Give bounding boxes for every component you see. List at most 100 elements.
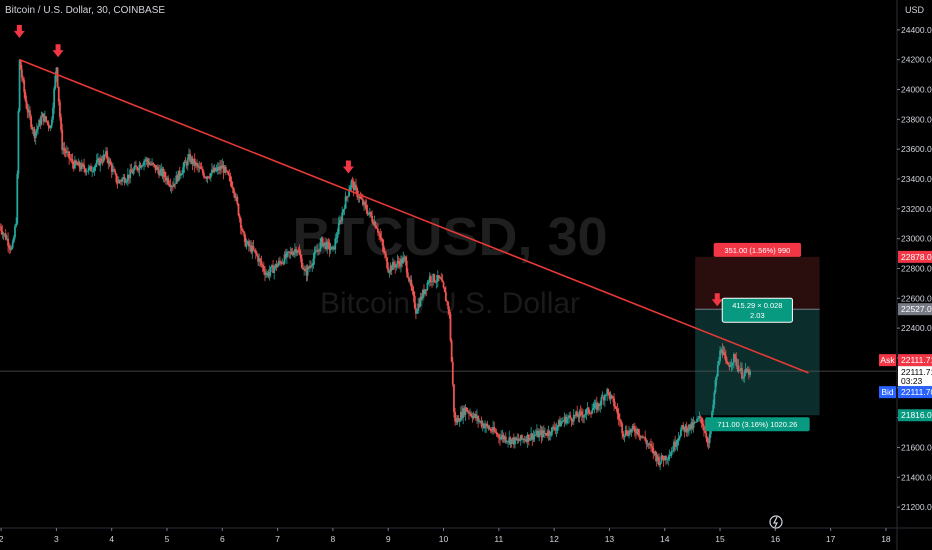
candle-body [516,439,519,440]
candle-body [285,251,288,258]
candle-body [183,161,186,168]
candle-body [706,438,709,443]
candle-body [330,246,333,250]
candle-body [92,170,95,172]
candle-body [252,246,255,250]
candle-body [553,426,556,429]
candle-body [380,237,383,240]
candle-body [122,177,125,179]
candle-body [87,167,90,171]
candle-body [562,420,565,422]
candle-body [27,110,30,113]
target-price-tag-bg [898,409,932,422]
candle-body [10,247,13,250]
candle-body [431,281,433,283]
candle-body [696,418,698,422]
candle-body [336,233,339,238]
candle-body [12,237,15,243]
candle-body [514,437,516,445]
candle-body [662,459,665,461]
candle-body [486,423,489,426]
candle-body [699,416,702,418]
arrow-markers[interactable] [13,24,723,307]
candle-body [534,434,537,436]
candle-body [30,116,33,128]
candle-body [428,276,431,283]
x-tick-label: 14 [660,534,670,544]
candle-body [628,430,630,436]
candle-body [506,441,508,443]
candle-body [454,412,456,422]
candle-body [648,444,651,445]
candle-body [23,80,26,93]
candle-body [57,86,60,102]
candle-body [496,434,499,436]
candle-body [544,432,546,434]
candle-body [203,173,205,178]
candle-body [213,167,216,172]
down-arrow-icon [13,24,25,38]
candle-body [262,266,265,272]
candle-body [668,455,671,459]
candle-body [591,410,594,414]
candle-body [546,435,549,436]
candle-body [458,420,461,422]
candle-body [525,439,528,442]
candle-body [229,176,232,182]
y-tick-label: 23000.00 [901,234,932,244]
bid-price-tag-bg [898,386,932,399]
candle-body [582,415,584,418]
candle-body [145,159,148,161]
candle-body [665,455,667,460]
candle-body [389,265,392,272]
bid-price-tag-text: 22111.70 [901,387,932,397]
candle-body [80,163,83,170]
candle-body [406,272,409,278]
candle-body [552,426,554,428]
candle-body [234,193,236,199]
candle-body [317,249,319,252]
candle-body [208,177,211,179]
candle-body [622,433,625,437]
candle-body [59,101,61,118]
candle-body [571,421,574,422]
candle-body [492,427,495,432]
candle-body [205,177,208,179]
candle-body [165,177,167,181]
candle-body [193,158,196,166]
candle-body [227,171,230,175]
candle-body [163,171,166,178]
countdown-text: 03:23 [901,376,923,386]
candle-body [597,403,599,410]
candle-body [289,251,292,253]
candle-body [563,416,566,421]
candle-body [148,163,151,165]
candle-body [641,436,644,438]
chart-title: Bitcoin / U.S. Dollar, 30, COINBASE [5,5,166,16]
y-tick-label: 23200.00 [901,204,932,214]
candle-body [140,165,143,168]
candle-body [561,421,564,423]
candle-body [206,176,209,179]
candle-body [608,392,611,399]
replay-icon[interactable] [769,515,783,529]
candle-body [402,257,405,264]
x-tick-label: 11 [494,534,503,544]
candle-body [693,421,696,423]
candle-body [257,255,259,262]
candle-body [457,418,460,422]
candle-body [276,264,279,268]
candle-body [647,443,650,445]
candle-body [455,421,458,423]
candle-body [417,303,420,311]
candle-body [729,365,732,367]
candle-body [542,430,545,434]
trendline-group[interactable] [19,58,809,374]
candle-body [529,438,531,441]
candle-body [440,277,443,280]
candle-body [386,257,389,269]
candle-body [78,161,81,168]
candle-body [26,108,29,113]
y-tick-label: 22600.00 [901,293,932,303]
